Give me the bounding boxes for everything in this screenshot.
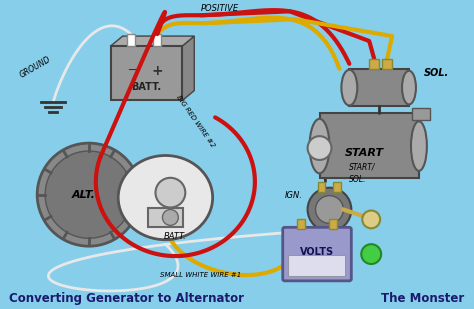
Bar xyxy=(111,46,182,100)
Text: The Monster: The Monster xyxy=(382,292,465,305)
Ellipse shape xyxy=(118,155,213,240)
Bar xyxy=(329,219,337,229)
Text: SOL.: SOL. xyxy=(424,68,449,78)
Circle shape xyxy=(361,244,381,264)
Circle shape xyxy=(155,178,185,208)
Bar xyxy=(153,34,161,46)
Ellipse shape xyxy=(402,71,416,104)
Bar xyxy=(369,59,379,69)
Text: SOL.: SOL. xyxy=(349,175,367,184)
Bar xyxy=(127,34,135,46)
Text: VOLTS: VOLTS xyxy=(300,247,334,256)
Text: ALT.: ALT. xyxy=(72,190,96,200)
Text: POSITIVE: POSITIVE xyxy=(201,4,239,13)
Circle shape xyxy=(308,188,351,231)
Text: START/: START/ xyxy=(349,163,376,172)
Bar xyxy=(382,59,392,69)
Text: START: START xyxy=(345,148,384,158)
Ellipse shape xyxy=(341,70,357,105)
Text: Converting Generator to Alternator: Converting Generator to Alternator xyxy=(9,292,244,305)
Bar xyxy=(333,182,341,192)
FancyBboxPatch shape xyxy=(289,256,346,276)
Polygon shape xyxy=(182,36,194,100)
Ellipse shape xyxy=(310,119,329,173)
Text: IGN.: IGN. xyxy=(285,191,302,200)
Text: BIG RED WIRE #2: BIG RED WIRE #2 xyxy=(175,95,216,149)
Bar xyxy=(147,208,183,227)
Text: BATT.: BATT. xyxy=(131,82,162,92)
Circle shape xyxy=(45,151,133,238)
Circle shape xyxy=(163,210,178,225)
Circle shape xyxy=(37,143,141,246)
Bar xyxy=(349,69,409,106)
Circle shape xyxy=(316,196,343,223)
Polygon shape xyxy=(111,36,194,46)
Bar xyxy=(412,108,430,120)
Circle shape xyxy=(308,136,331,160)
FancyBboxPatch shape xyxy=(283,227,351,281)
Ellipse shape xyxy=(411,121,427,171)
Bar xyxy=(318,182,326,192)
Text: GROUND: GROUND xyxy=(18,55,52,80)
Circle shape xyxy=(362,210,380,228)
Bar xyxy=(297,219,305,229)
Text: SMALL WHITE WIRE #1: SMALL WHITE WIRE #1 xyxy=(160,272,241,278)
Text: BATT.: BATT. xyxy=(164,232,187,241)
Bar xyxy=(319,113,419,178)
Text: +: + xyxy=(152,64,163,78)
Text: ─: ─ xyxy=(128,64,136,77)
